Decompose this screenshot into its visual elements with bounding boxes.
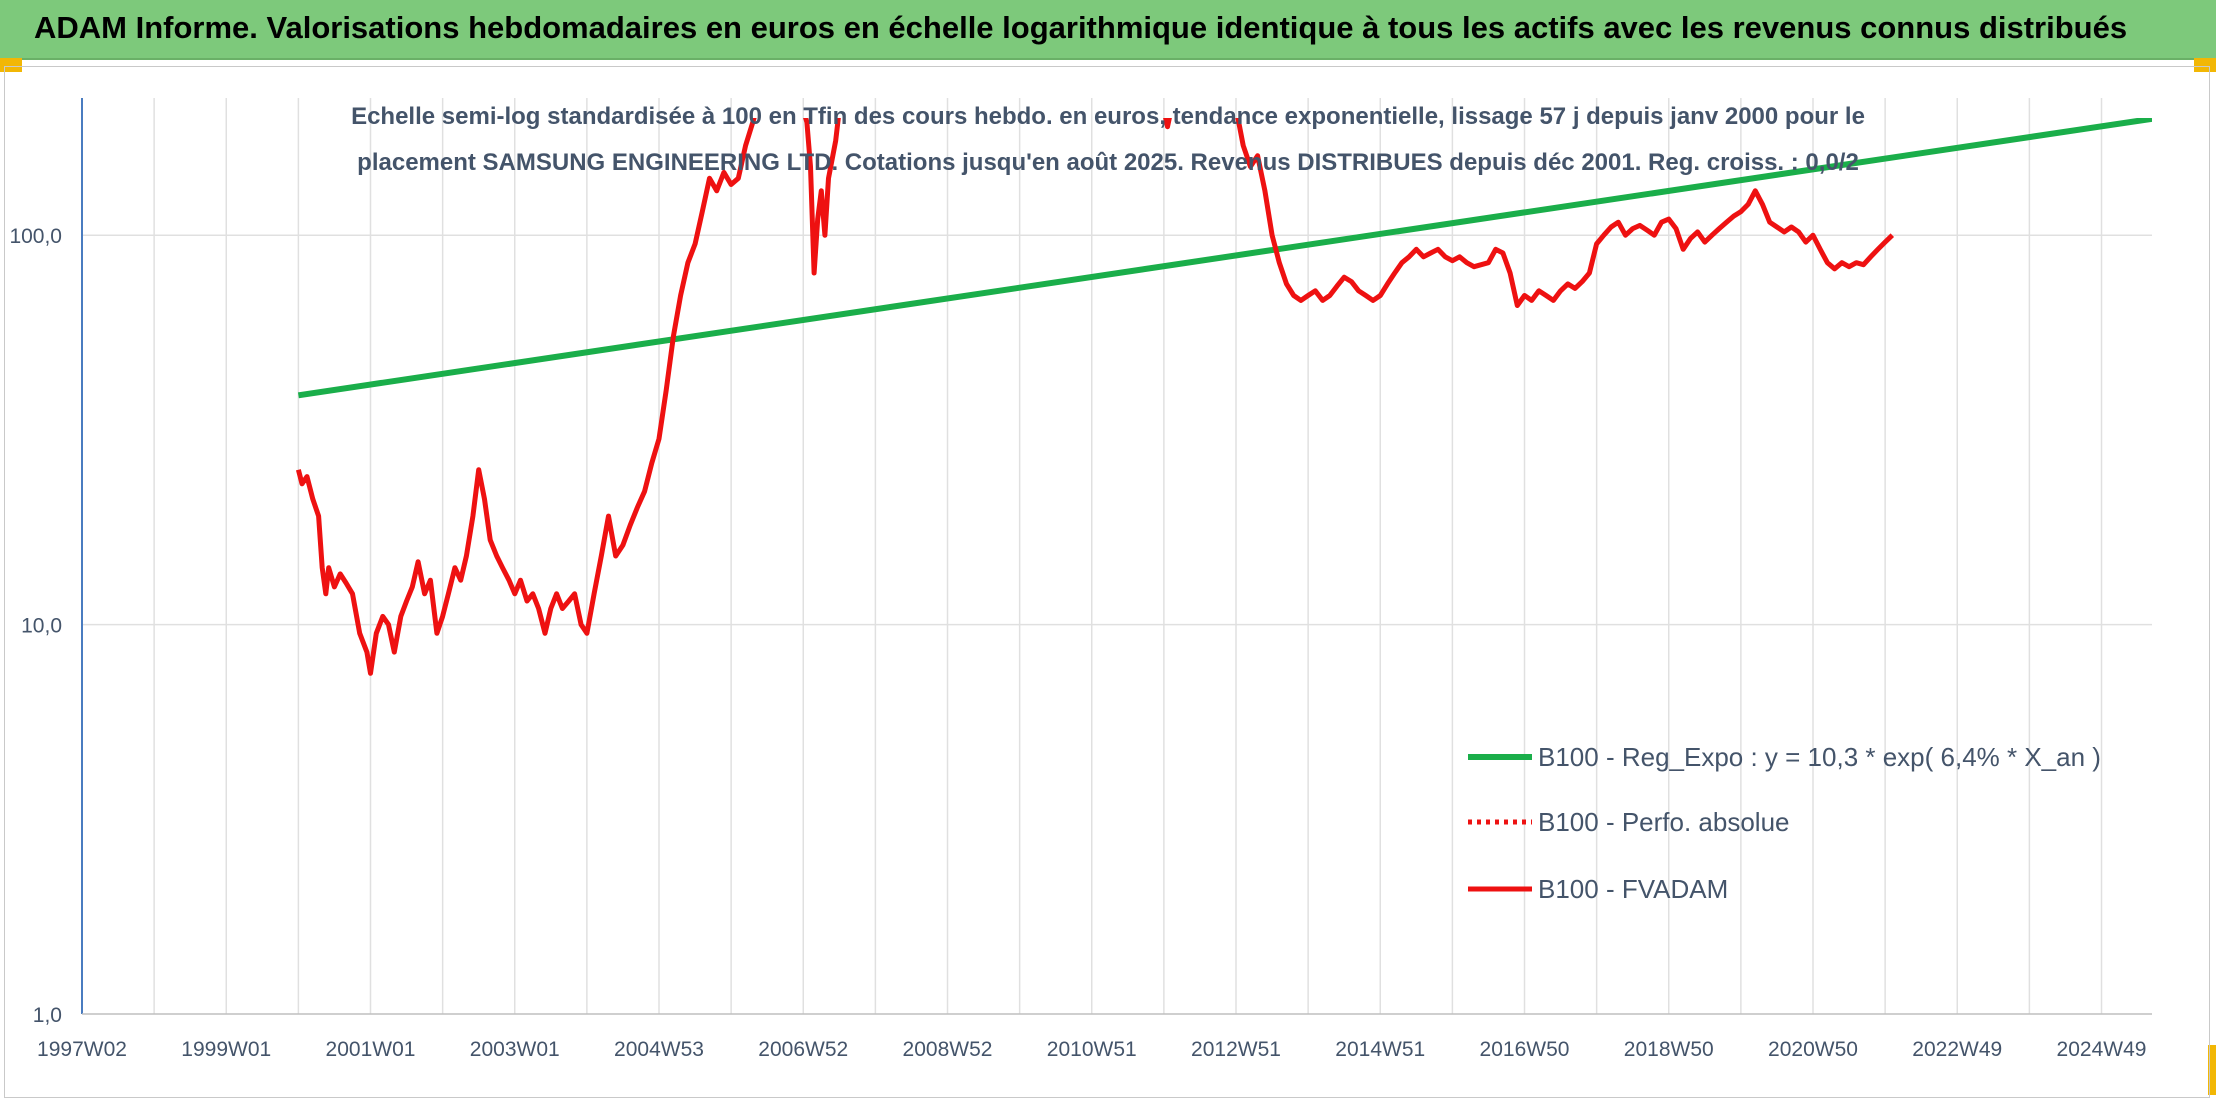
chart-frame — [4, 66, 2210, 1098]
series-line-fvadam — [295, 118, 1895, 676]
x-tick-label: 1997W02 — [37, 1038, 127, 1061]
y-tick-label: 1,0 — [33, 1004, 62, 1027]
y-tick-label: 10,0 — [21, 615, 62, 638]
x-tick-label: 2016W50 — [1480, 1038, 1570, 1061]
x-tick-label: 2018W50 — [1624, 1038, 1714, 1061]
legend-label: B100 - FVADAM — [1538, 874, 1728, 904]
x-tick-label: 2024W49 — [2057, 1038, 2147, 1061]
corner-marker-bottom-right — [2208, 1045, 2216, 1095]
y-tick-label: 100,0 — [9, 225, 62, 248]
chart-title-line: placement SAMSUNG ENGINEERING LTD. Cotat… — [357, 149, 1859, 176]
x-tick-label: 2006W52 — [758, 1038, 848, 1061]
x-tick-label: 1999W01 — [181, 1038, 271, 1061]
trend-line-reg-expo — [297, 118, 2152, 399]
report-title: ADAM Informe. Valorisations hebdomadaire… — [34, 10, 2128, 45]
report-banner: ADAM Informe. Valorisations hebdomadaire… — [0, 0, 2216, 60]
corner-marker-left — [0, 58, 22, 72]
legend-label: B100 - Perfo. absolue — [1538, 807, 1790, 837]
x-tick-label: 2008W52 — [903, 1038, 993, 1061]
x-tick-label: 2014W51 — [1335, 1038, 1425, 1061]
x-tick-label: 2022W49 — [1912, 1038, 2002, 1061]
x-tick-label: 2012W51 — [1191, 1038, 1281, 1061]
x-tick-label: 2020W50 — [1768, 1038, 1858, 1061]
legend-label: B100 - Reg_Expo : y = 10,3 * exp( 6,4% *… — [1538, 742, 2101, 772]
corner-marker-right — [2194, 58, 2216, 72]
chart-title-line: Echelle semi-log standardisée à 100 en T… — [351, 103, 1865, 130]
x-tick-label: 2010W51 — [1047, 1038, 1137, 1061]
x-tick-label: 2001W01 — [326, 1038, 416, 1061]
x-tick-label: 2004W53 — [614, 1038, 704, 1061]
x-tick-label: 2003W01 — [470, 1038, 560, 1061]
